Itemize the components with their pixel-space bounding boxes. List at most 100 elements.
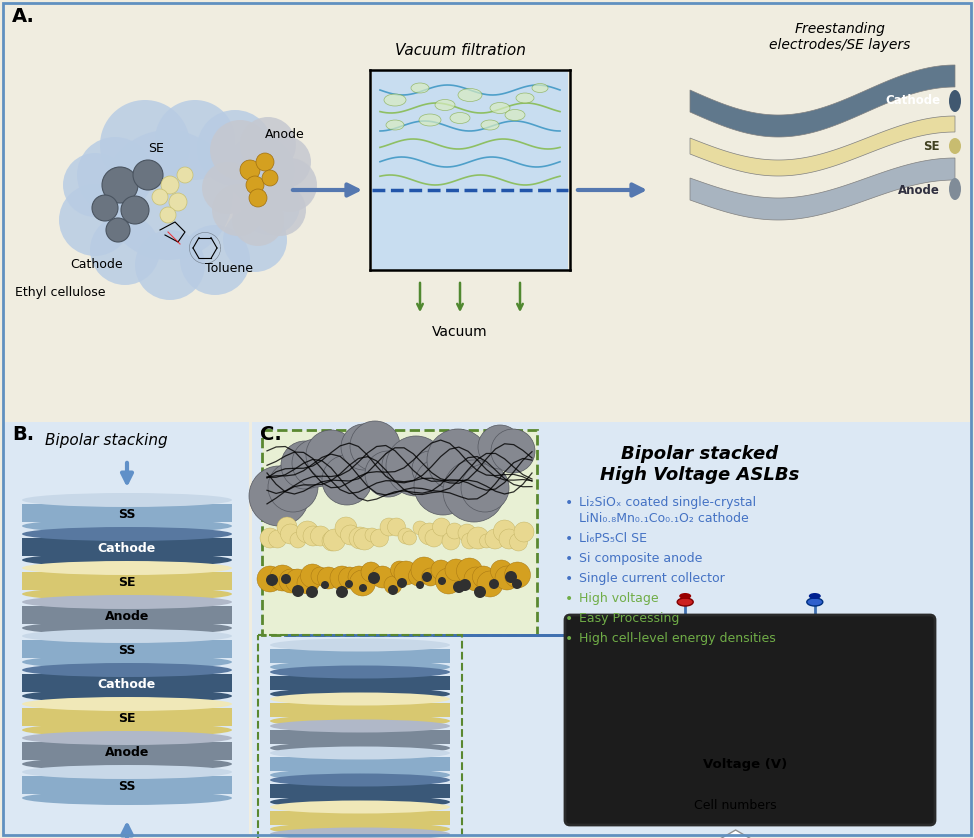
Circle shape xyxy=(479,534,494,548)
Circle shape xyxy=(160,207,176,223)
Ellipse shape xyxy=(22,663,232,677)
Text: Cathode: Cathode xyxy=(97,542,156,555)
Circle shape xyxy=(341,424,387,470)
Polygon shape xyxy=(270,757,450,771)
Circle shape xyxy=(425,529,443,547)
Ellipse shape xyxy=(270,768,450,782)
Circle shape xyxy=(398,528,414,544)
Circle shape xyxy=(414,457,472,515)
Circle shape xyxy=(339,567,360,589)
Circle shape xyxy=(133,160,163,190)
Ellipse shape xyxy=(270,660,450,674)
Circle shape xyxy=(281,574,291,584)
Ellipse shape xyxy=(22,791,232,805)
Circle shape xyxy=(446,523,463,539)
Circle shape xyxy=(103,130,233,260)
Text: SE: SE xyxy=(148,142,164,155)
Ellipse shape xyxy=(270,720,450,732)
Circle shape xyxy=(249,189,267,207)
Circle shape xyxy=(432,518,451,536)
Text: LiNi₀.₈Mn₀.₁Co₀.₁O₂ cathode: LiNi₀.₈Mn₀.₁Co₀.₁O₂ cathode xyxy=(579,512,749,525)
Ellipse shape xyxy=(386,120,404,130)
Circle shape xyxy=(371,566,393,588)
Circle shape xyxy=(489,579,499,589)
Ellipse shape xyxy=(679,593,692,599)
Ellipse shape xyxy=(270,742,450,754)
Circle shape xyxy=(121,196,149,224)
Circle shape xyxy=(495,566,519,590)
Ellipse shape xyxy=(22,697,232,711)
Circle shape xyxy=(202,162,254,214)
Ellipse shape xyxy=(22,723,232,737)
Circle shape xyxy=(461,464,509,512)
Ellipse shape xyxy=(270,773,450,787)
Text: B.: B. xyxy=(12,425,34,444)
Text: Single current collector: Single current collector xyxy=(579,572,725,585)
Circle shape xyxy=(223,208,287,272)
Circle shape xyxy=(458,524,476,542)
Circle shape xyxy=(281,524,301,544)
Circle shape xyxy=(349,527,371,549)
Ellipse shape xyxy=(22,689,232,703)
Circle shape xyxy=(336,586,348,598)
Ellipse shape xyxy=(22,587,232,601)
FancyBboxPatch shape xyxy=(252,422,970,834)
Circle shape xyxy=(106,218,130,242)
Ellipse shape xyxy=(532,84,548,92)
Circle shape xyxy=(296,521,318,543)
Ellipse shape xyxy=(22,655,232,669)
Polygon shape xyxy=(270,784,450,798)
Ellipse shape xyxy=(270,800,450,814)
Text: •: • xyxy=(565,496,574,510)
Circle shape xyxy=(297,572,319,594)
Ellipse shape xyxy=(458,89,482,101)
Text: Cell numbers: Cell numbers xyxy=(694,799,777,812)
Circle shape xyxy=(478,425,522,469)
FancyBboxPatch shape xyxy=(4,422,249,834)
Ellipse shape xyxy=(505,110,525,121)
Circle shape xyxy=(380,518,398,536)
Circle shape xyxy=(303,526,323,546)
Text: Si composite anode: Si composite anode xyxy=(579,552,702,565)
Circle shape xyxy=(438,577,446,585)
Ellipse shape xyxy=(22,765,232,779)
Text: Cathode: Cathode xyxy=(97,678,156,691)
Circle shape xyxy=(365,528,379,542)
Ellipse shape xyxy=(949,178,961,200)
Circle shape xyxy=(155,100,235,180)
Circle shape xyxy=(341,525,360,545)
Circle shape xyxy=(491,429,535,473)
Circle shape xyxy=(301,564,324,588)
Text: SS: SS xyxy=(118,644,135,657)
Polygon shape xyxy=(270,676,450,691)
Circle shape xyxy=(311,526,330,546)
Text: Bipolar stacking: Bipolar stacking xyxy=(45,433,168,448)
Circle shape xyxy=(431,560,451,580)
Polygon shape xyxy=(22,572,232,590)
Circle shape xyxy=(177,167,193,183)
Circle shape xyxy=(169,193,187,211)
Ellipse shape xyxy=(22,553,232,567)
Circle shape xyxy=(459,579,471,591)
Ellipse shape xyxy=(949,90,961,112)
Ellipse shape xyxy=(270,639,450,651)
Ellipse shape xyxy=(22,595,232,609)
FancyBboxPatch shape xyxy=(565,615,935,825)
Circle shape xyxy=(472,566,495,588)
Ellipse shape xyxy=(411,83,429,93)
Text: High voltage: High voltage xyxy=(579,592,658,605)
Polygon shape xyxy=(690,65,955,137)
Circle shape xyxy=(505,571,517,583)
Circle shape xyxy=(335,517,357,539)
Ellipse shape xyxy=(22,621,232,635)
Text: Anode: Anode xyxy=(105,746,149,758)
Circle shape xyxy=(350,421,400,471)
Circle shape xyxy=(256,153,274,171)
Circle shape xyxy=(408,566,429,586)
Ellipse shape xyxy=(949,138,961,154)
Circle shape xyxy=(384,576,402,594)
Circle shape xyxy=(453,581,465,593)
Ellipse shape xyxy=(384,94,406,106)
Text: •: • xyxy=(565,572,574,586)
Ellipse shape xyxy=(22,561,232,575)
